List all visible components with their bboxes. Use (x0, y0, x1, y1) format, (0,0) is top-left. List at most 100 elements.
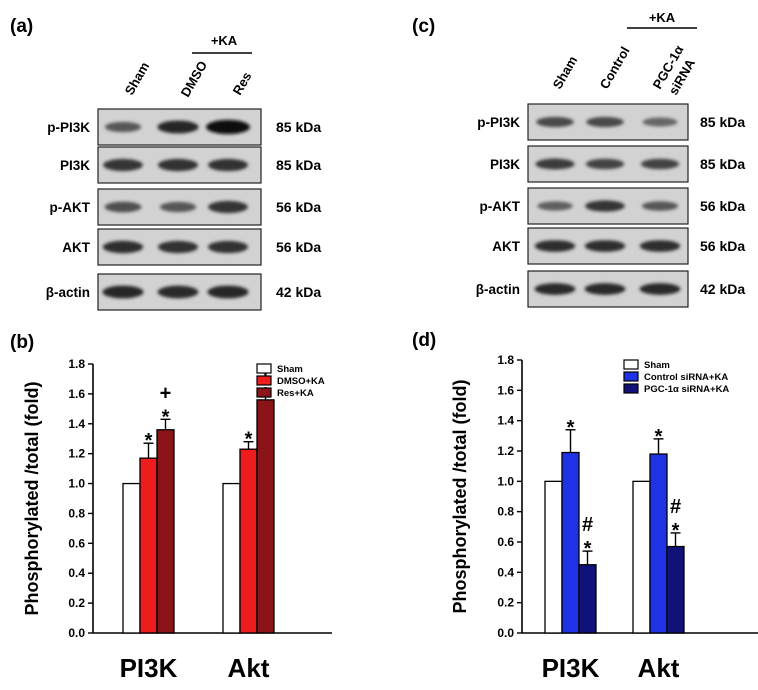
a-blot-row: β-actin 42 kDa (46, 273, 321, 311)
a-kda-label: 56 kDa (276, 239, 321, 255)
c-kda-label: 85 kDa (700, 156, 745, 172)
category-label: PI3K (542, 653, 600, 683)
panel-a-letter: (a) (10, 16, 33, 37)
a-lane-label: Res (230, 69, 255, 97)
a-band (157, 240, 199, 254)
a-band (102, 240, 144, 254)
y-tick-label: 0.0 (68, 626, 85, 640)
y-tick-label: 0.6 (497, 535, 514, 549)
c-kda-label: 42 kDa (700, 281, 745, 297)
bar (139, 457, 158, 634)
a-kda-label: 85 kDa (276, 157, 321, 173)
a-protein-label: p-PI3K (47, 120, 90, 135)
c-blot-row: AKT 56 kDa (492, 227, 745, 265)
bar-chart-d: (d) 0.0 0.2 0.4 0.6 0.8 1.0 1.2 1.4 1.6 1.8 Phosph… (412, 330, 758, 683)
a-protein-label: AKT (62, 240, 90, 255)
a-band (208, 200, 248, 214)
c-band (534, 240, 576, 252)
bar (649, 453, 668, 634)
y-axis-title: Phosphorylated /total (fold) (22, 382, 42, 616)
y-tick-label: 1.0 (497, 474, 514, 488)
c-band (537, 201, 573, 211)
legend-swatch (256, 387, 272, 398)
y-tick-label: 1.6 (68, 387, 85, 401)
a-band (157, 120, 199, 134)
c-lane-label: Control (597, 44, 633, 92)
a-band (206, 119, 250, 135)
panel-a-blot-rows: p-PI3K 85 kDa PI3K 85 kDa p-AKT 56 kDa AKT 56 k… (46, 108, 321, 311)
category-label: Akt (638, 653, 680, 683)
c-band (585, 158, 625, 170)
c-band (584, 240, 626, 252)
bar (239, 448, 258, 634)
a-blot-row: p-AKT 56 kDa (50, 188, 321, 226)
bar (122, 482, 141, 634)
bar-chart-b: (b) 0.0 0.2 0.4 0.6 0.8 1.0 1.2 1.4 1.6 1.8 Phosph… (10, 332, 332, 683)
c-blot-row: PI3K 85 kDa (490, 145, 745, 183)
category-label: PI3K (120, 653, 178, 683)
y-tick-label: 1.0 (68, 477, 85, 491)
y-tick-label: 1.8 (497, 353, 514, 367)
panel-c-letter: (c) (412, 16, 435, 37)
legend-label: Res+KA (277, 388, 314, 399)
category-label: Akt (228, 653, 270, 683)
western-blot-panel-a: (a) +KA Sham DMSO Res p-PI3K 85 kDa PI3K 85 k… (10, 16, 321, 311)
significance-mark: * (162, 406, 170, 428)
a-band (207, 158, 249, 172)
c-protein-label: PI3K (490, 157, 520, 172)
y-tick-label: 0.0 (497, 626, 514, 640)
a-band (102, 285, 144, 299)
bar (156, 429, 175, 634)
c-band (642, 117, 678, 127)
c-kda-label: 56 kDa (700, 238, 745, 254)
a-protein-label: p-AKT (50, 200, 91, 215)
legend-label: Sham (277, 364, 303, 375)
a-band (159, 201, 197, 213)
a-kda-label: 42 kDa (276, 284, 321, 300)
c-band (584, 283, 626, 295)
c-protein-label: p-AKT (480, 199, 521, 214)
c-blot-row: β-actin 42 kDa (476, 270, 745, 308)
significance-mark: * (145, 430, 153, 452)
y-tick-label: 0.4 (68, 566, 85, 580)
bar (632, 480, 651, 634)
a-blot-row: AKT 56 kDa (62, 228, 321, 266)
legend-label: DMSO+KA (277, 376, 325, 387)
a-protein-label: PI3K (60, 158, 90, 173)
bar (666, 545, 685, 634)
c-kda-label: 56 kDa (700, 198, 745, 214)
significance-mark: # (582, 514, 593, 536)
y-tick-label: 0.8 (497, 505, 514, 519)
y-axis-title: Phosphorylated /total (fold) (450, 380, 470, 614)
c-band (639, 283, 681, 295)
a-protein-label: β-actin (46, 285, 90, 300)
legend-label: Sham (644, 360, 670, 371)
legend-label: PGC-1α siRNA+KA (644, 384, 729, 395)
c-band (534, 283, 576, 295)
legend-swatch (256, 375, 272, 386)
y-tick-label: 1.6 (497, 383, 514, 397)
a-blot-row: p-PI3K 85 kDa (47, 108, 321, 146)
c-lane-label: Sham (550, 53, 581, 91)
a-band (104, 201, 142, 213)
c-band (535, 158, 575, 170)
y-tick-label: 1.4 (68, 417, 85, 431)
significance-mark: * (672, 520, 680, 542)
y-tick-label: 1.2 (68, 447, 85, 461)
y-tick-label: 0.2 (497, 596, 514, 610)
c-band (639, 240, 681, 252)
y-tick-label: 0.8 (68, 506, 85, 520)
a-band (207, 285, 249, 299)
a-kda-label: 56 kDa (276, 199, 321, 215)
y-tick-label: 0.2 (68, 596, 85, 610)
bar (561, 451, 580, 634)
c-blot-row: p-AKT 56 kDa (480, 187, 745, 225)
legend-swatch (256, 363, 272, 374)
chart-b-letter: (b) (10, 332, 34, 353)
panel-a-lane-labels: Sham DMSO Res (122, 58, 255, 99)
a-band (103, 158, 143, 172)
a-band (157, 158, 199, 172)
significance-mark: * (655, 426, 663, 448)
